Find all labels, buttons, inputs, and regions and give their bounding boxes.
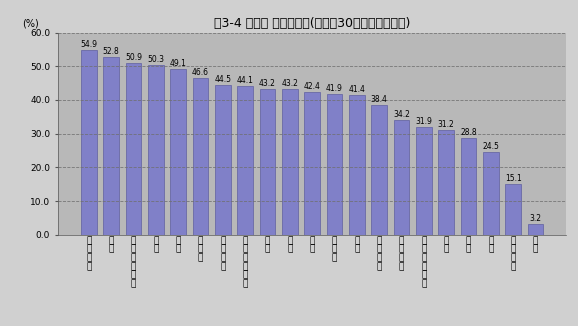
Bar [304, 92, 320, 235]
Text: 41.9: 41.9 [326, 83, 343, 93]
Title: 図3-4 産業別 付加価値率(従業者30人以上の事業所): 図3-4 産業別 付加価値率(従業者30人以上の事業所) [214, 17, 410, 30]
Text: 38.4: 38.4 [370, 95, 388, 104]
Text: 52.8: 52.8 [103, 47, 120, 56]
Bar [394, 120, 409, 235]
Bar [282, 89, 298, 235]
Bar [148, 65, 164, 235]
Bar [125, 63, 141, 235]
Text: 50.9: 50.9 [125, 53, 142, 62]
Text: 46.6: 46.6 [192, 68, 209, 77]
Text: 43.2: 43.2 [281, 79, 298, 88]
Text: 28.8: 28.8 [460, 128, 477, 137]
Bar [171, 69, 186, 235]
Bar [103, 57, 119, 235]
Text: 15.1: 15.1 [505, 174, 521, 183]
Text: 49.1: 49.1 [170, 59, 187, 68]
Text: 44.5: 44.5 [214, 75, 231, 84]
Text: 3.2: 3.2 [529, 214, 542, 223]
Bar [81, 50, 97, 235]
Bar [215, 85, 231, 235]
Text: 44.1: 44.1 [236, 76, 254, 85]
Text: 24.5: 24.5 [483, 142, 499, 151]
Text: 34.2: 34.2 [393, 110, 410, 118]
Bar [192, 78, 208, 235]
Bar [260, 89, 275, 235]
Bar [327, 94, 342, 235]
Bar [528, 224, 543, 235]
Bar [416, 127, 432, 235]
Text: 31.2: 31.2 [438, 120, 454, 128]
Bar [238, 86, 253, 235]
Bar [371, 105, 387, 235]
Text: 42.4: 42.4 [303, 82, 321, 91]
Bar [483, 152, 499, 235]
Bar [349, 95, 365, 235]
Text: 50.3: 50.3 [147, 55, 164, 64]
Bar [461, 138, 476, 235]
Text: 43.2: 43.2 [259, 79, 276, 88]
Bar [505, 184, 521, 235]
Text: (%): (%) [22, 19, 39, 29]
Text: 31.9: 31.9 [416, 117, 432, 126]
Text: 41.4: 41.4 [349, 85, 365, 94]
Text: 54.9: 54.9 [80, 40, 97, 49]
Bar [438, 130, 454, 235]
